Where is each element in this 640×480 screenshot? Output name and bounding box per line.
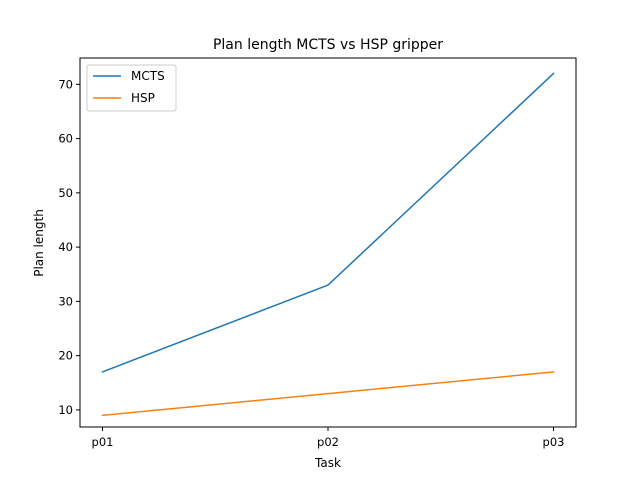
y-tick-label-60: 60 [58,132,73,146]
y-tick-label-40: 40 [58,240,73,254]
legend-label-mcts: MCTS [131,69,165,83]
plot-area [80,58,576,427]
plot-frame [79,57,577,428]
y-ticks: 10 20 30 40 50 60 70 [58,77,80,417]
y-axis-label: Plan length [32,209,46,277]
x-axis-label: Task [314,456,341,470]
x-tick-label-p02: p02 [317,435,339,449]
y-tick-label-20: 20 [58,349,73,363]
y-tick-label-30: 30 [58,294,73,308]
y-tick-label-50: 50 [58,186,73,200]
x-tick-label-p03: p03 [543,435,565,449]
legend: MCTS HSP [86,64,177,112]
y-tick-label-10: 10 [58,403,73,417]
chart-title: Plan length MCTS vs HSP gripper [213,37,443,53]
legend-label-hsp: HSP [131,91,155,105]
x-tick-label-p01: p01 [92,435,114,449]
y-tick-label-70: 70 [58,77,73,91]
series-lines [101,72,555,417]
x-ticks: p01 p02 p03 [92,427,565,449]
